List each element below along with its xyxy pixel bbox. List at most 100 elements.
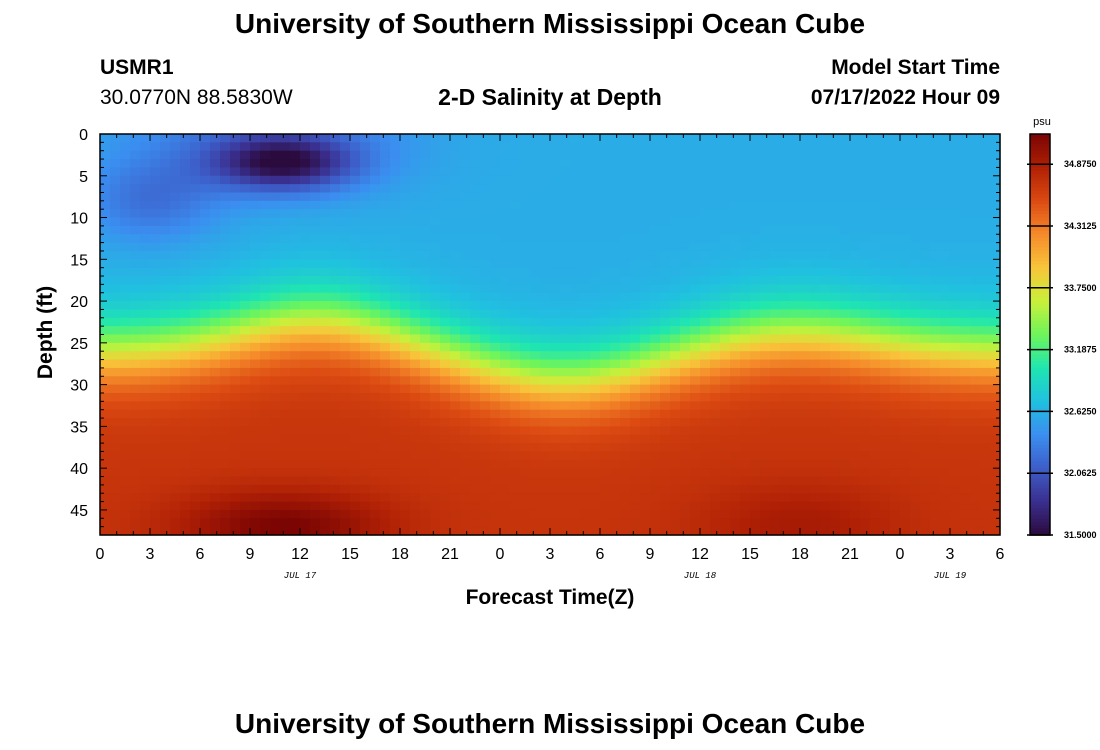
- heatmap-cell: [780, 392, 791, 402]
- heatmap-cell: [520, 192, 531, 202]
- heatmap-cell: [840, 476, 851, 486]
- heatmap-cell: [390, 334, 401, 344]
- heatmap-cell: [370, 367, 381, 377]
- heatmap-cell: [460, 501, 471, 511]
- heatmap-cell: [640, 134, 651, 143]
- heatmap-cell: [540, 225, 551, 235]
- heatmap-cell: [730, 334, 741, 344]
- heatmap-cell: [260, 493, 271, 503]
- heatmap-cell: [530, 267, 541, 277]
- heatmap-cell: [130, 409, 141, 419]
- heatmap-cell: [980, 276, 991, 285]
- heatmap-cell: [140, 142, 151, 152]
- heatmap-cell: [520, 184, 531, 194]
- heatmap-cell: [670, 200, 681, 210]
- heatmap-cell: [610, 217, 621, 227]
- heatmap-cell: [760, 476, 771, 486]
- heatmap-cell: [550, 476, 561, 486]
- heatmap-cell: [590, 376, 601, 386]
- heatmap-cell: [380, 342, 391, 352]
- heatmap-cell: [690, 167, 701, 177]
- heatmap-cell: [730, 250, 741, 260]
- heatmap-cell: [610, 484, 621, 494]
- heatmap-cell: [240, 376, 251, 386]
- heatmap-cell: [290, 351, 301, 361]
- heatmap-cell: [120, 150, 131, 160]
- heatmap-cell: [670, 259, 681, 269]
- colorbar-segment: [1030, 468, 1050, 473]
- heatmap-cell: [630, 259, 641, 269]
- heatmap-cell: [920, 309, 931, 319]
- heatmap-cell: [160, 175, 171, 185]
- heatmap-cell: [800, 175, 811, 185]
- heatmap-cell: [220, 217, 231, 227]
- heatmap-cell: [160, 401, 171, 411]
- heatmap-cell: [340, 276, 351, 285]
- heatmap-cell: [230, 225, 241, 235]
- heatmap-cell: [170, 284, 181, 294]
- heatmap-cell: [170, 292, 181, 302]
- heatmap-cell: [750, 267, 761, 277]
- heatmap-cell: [770, 259, 781, 269]
- heatmap-cell: [350, 142, 361, 152]
- heatmap-cell: [230, 418, 241, 427]
- heatmap-cell: [410, 376, 421, 386]
- heatmap-cell: [840, 459, 851, 469]
- heatmap-cell: [290, 317, 301, 327]
- heatmap-cell: [830, 159, 841, 169]
- colorbar-segment: [1030, 418, 1050, 422]
- heatmap-cell: [200, 384, 211, 394]
- heatmap-cell: [620, 476, 631, 486]
- heatmap-cell: [810, 142, 821, 152]
- heatmap-cell: [590, 200, 601, 210]
- heatmap-cell: [710, 225, 721, 235]
- heatmap-cell: [700, 484, 711, 494]
- heatmap-cell: [560, 418, 571, 427]
- heatmap-cell: [990, 209, 1001, 219]
- heatmap-cell: [460, 267, 471, 277]
- heatmap-cell: [480, 434, 491, 444]
- heatmap-cell: [950, 351, 961, 361]
- heatmap-cell: [170, 476, 181, 486]
- heatmap-cell: [960, 309, 971, 319]
- heatmap-cell: [910, 234, 921, 244]
- heatmap-cell: [270, 376, 281, 386]
- heatmap-cell: [130, 326, 141, 336]
- heatmap-cell: [650, 484, 661, 494]
- heatmap-cell: [930, 509, 941, 519]
- heatmap-cell: [950, 192, 961, 202]
- heatmap-cell: [490, 234, 501, 244]
- heatmap-cell: [720, 200, 731, 210]
- heatmap-cell: [770, 359, 781, 369]
- heatmap-cell: [990, 426, 1001, 436]
- heatmap-cell: [520, 267, 531, 277]
- heatmap-cell: [170, 367, 181, 377]
- heatmap-cell: [510, 259, 521, 269]
- heatmap-cell: [850, 267, 861, 277]
- heatmap-cell: [930, 242, 941, 252]
- heatmap-cell: [550, 501, 561, 511]
- heatmap-cell: [240, 484, 251, 494]
- heatmap-cell: [650, 134, 661, 143]
- heatmap-cell: [340, 484, 351, 494]
- heatmap-cell: [780, 276, 791, 285]
- heatmap-cell: [540, 359, 551, 369]
- heatmap-cell: [160, 476, 171, 486]
- heatmap-cell: [530, 359, 541, 369]
- heatmap-cell: [230, 401, 241, 411]
- heatmap-cell: [810, 342, 821, 352]
- heatmap-cell: [260, 276, 271, 285]
- heatmap-cell: [550, 276, 561, 285]
- heatmap-cell: [300, 292, 311, 302]
- heatmap-cell: [560, 225, 571, 235]
- heatmap-cell: [490, 200, 501, 210]
- heatmap-cell: [340, 334, 351, 344]
- heatmap-cell: [830, 484, 841, 494]
- heatmap-cell: [740, 276, 751, 285]
- heatmap-cell: [560, 501, 571, 511]
- heatmap-cell: [750, 359, 761, 369]
- heatmap-cell: [610, 301, 621, 311]
- heatmap-cell: [440, 209, 451, 219]
- heatmap-cell: [820, 192, 831, 202]
- heatmap-cell: [470, 301, 481, 311]
